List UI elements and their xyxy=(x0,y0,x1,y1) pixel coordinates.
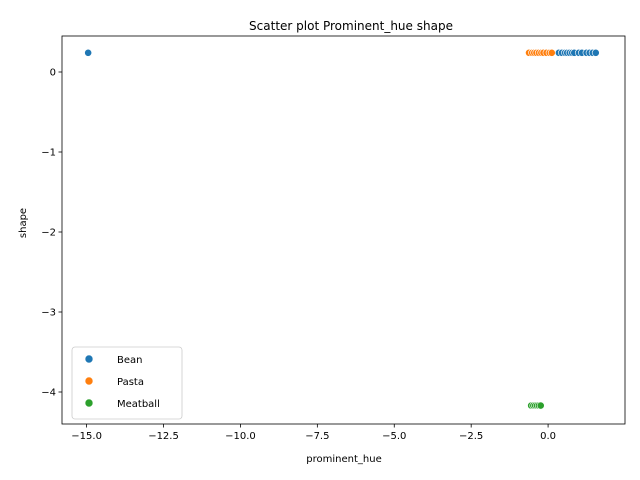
data-point xyxy=(84,48,93,57)
y-tick-label: −2 xyxy=(41,228,56,239)
legend-marker xyxy=(84,398,94,408)
x-tick-label: −5.0 xyxy=(382,431,406,442)
data-point xyxy=(547,48,556,57)
legend: Bean Pasta Meatball xyxy=(71,346,183,420)
y-tick-label: −4 xyxy=(41,388,56,399)
legend-label: Bean xyxy=(117,355,142,366)
data-point xyxy=(536,401,545,410)
legend-label: Pasta xyxy=(117,377,144,388)
y-tick-label: −1 xyxy=(41,148,56,159)
legend-label: Meatball xyxy=(117,399,160,410)
series-bean xyxy=(84,48,600,57)
plot-area xyxy=(61,35,626,425)
series-meatball xyxy=(527,401,545,410)
series-pasta xyxy=(525,48,556,57)
x-tick-label: −15.0 xyxy=(71,431,102,442)
legend-marker xyxy=(84,354,94,364)
x-tick-label: −12.5 xyxy=(148,431,179,442)
legend-marker xyxy=(84,376,94,386)
x-tick-label: −7.5 xyxy=(305,431,329,442)
y-axis-label: shape xyxy=(18,208,29,238)
data-point xyxy=(591,48,600,57)
axis-ticks: −15.0 −12.5 −10.0 −7.5 −5.0 −2.5 0.0 0 −1 −2 −3 −4 xyxy=(41,68,556,443)
x-tick-label: −10.0 xyxy=(225,431,256,442)
x-tick-label: −2.5 xyxy=(459,431,483,442)
legend-box xyxy=(71,346,183,420)
x-axis-label: prominent_hue xyxy=(306,454,381,465)
x-tick-label: 0.0 xyxy=(540,431,556,442)
chart-title: Scatter plot Prominent_hue shape xyxy=(249,19,453,33)
y-tick-label: −3 xyxy=(41,308,56,319)
y-tick-label: 0 xyxy=(50,68,56,79)
axes-frame xyxy=(61,35,626,425)
